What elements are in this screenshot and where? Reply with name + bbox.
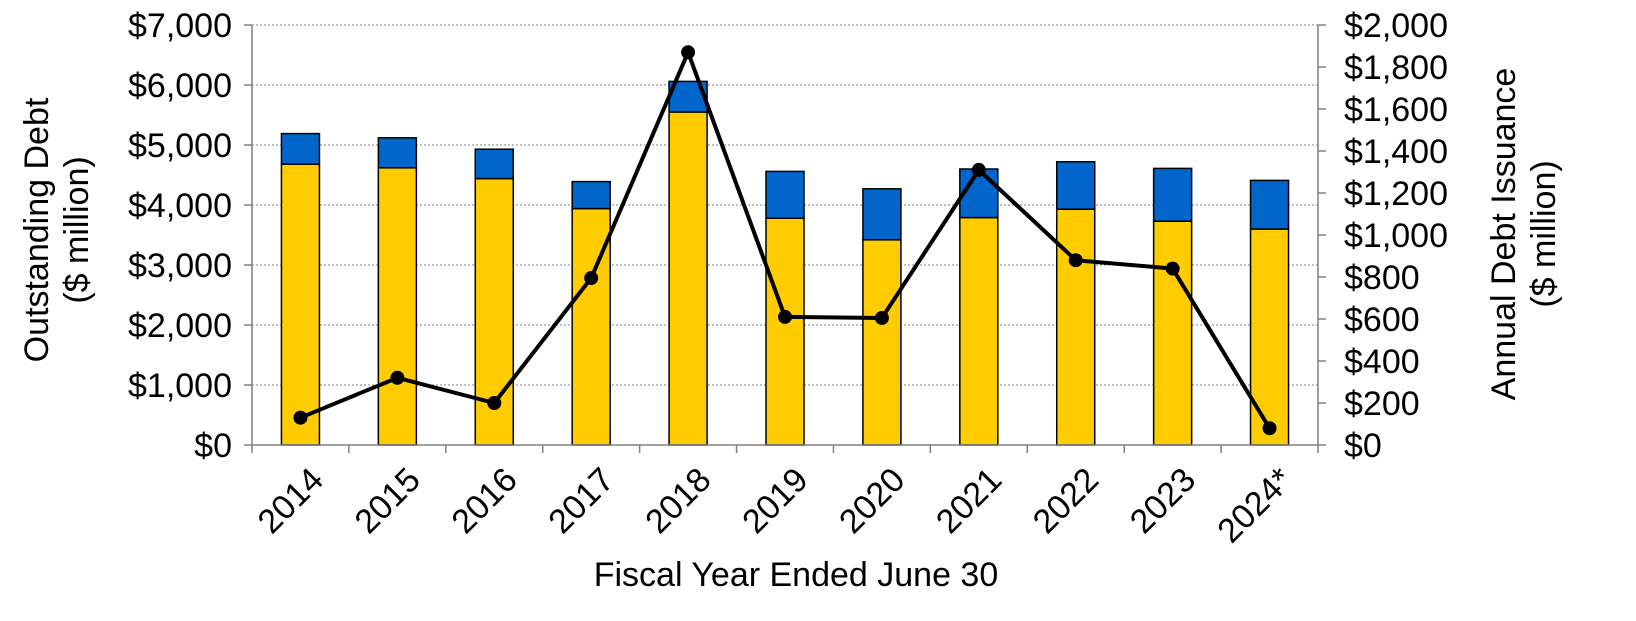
left-tick-label: $0	[194, 427, 232, 465]
axes	[244, 24, 1326, 453]
issuance-point	[293, 410, 308, 425]
bar-segment-upper	[1152, 167, 1193, 222]
issuance-point	[390, 370, 405, 385]
bar-segment-lower	[765, 217, 805, 446]
issuance-point	[584, 271, 599, 286]
issuance-line	[293, 45, 1277, 436]
x-tick-label: 2016	[444, 461, 524, 541]
left-axis-title: Outstanding Debt ($ million)	[18, 97, 96, 362]
bar-segment-lower	[1249, 228, 1290, 446]
x-tick-label: 2020	[832, 461, 912, 541]
bar-segment-upper	[474, 148, 515, 180]
left-tick-label: $4,000	[128, 187, 232, 225]
bar-segment-upper	[1055, 161, 1096, 210]
right-tick-label: $600	[1344, 301, 1420, 339]
issuance-point	[1068, 253, 1083, 268]
bar-segment-lower	[1152, 220, 1193, 446]
x-tick-label: 2021	[929, 461, 1009, 541]
right-tick-label: $200	[1344, 385, 1420, 423]
left-tick-label: $7,000	[128, 7, 232, 45]
issuance-point	[487, 396, 502, 410]
x-tick-label: 2014	[251, 461, 331, 541]
bar-segment-lower	[280, 163, 321, 446]
left-tick-label: $2,000	[128, 307, 232, 345]
x-axis-title: Fiscal Year Ended June 30	[594, 556, 999, 594]
issuance-point	[1262, 421, 1277, 436]
x-tick-label: 2024*	[1210, 461, 1300, 551]
issuance-point	[971, 162, 986, 177]
bar-segment-lower	[959, 216, 999, 446]
bar-segment-lower	[377, 167, 418, 446]
x-tick-label: 2018	[638, 461, 718, 541]
left-tick-label: $5,000	[128, 127, 232, 165]
issuance-point	[681, 45, 696, 60]
left-tick-label: $6,000	[128, 67, 232, 105]
bar-segment-upper	[862, 188, 902, 241]
x-tick-label: 2022	[1026, 461, 1106, 541]
right-tick-label: $1,400	[1344, 133, 1448, 171]
bar-segment-lower	[1055, 208, 1096, 446]
issuance-point	[874, 310, 889, 325]
bar-segment-upper	[959, 168, 999, 219]
issuance-point	[1165, 261, 1180, 276]
bar-segment-upper	[377, 137, 418, 169]
bar-segment-upper	[571, 180, 611, 210]
right-tick-label: $800	[1344, 259, 1420, 297]
x-tick-label: 2015	[347, 461, 427, 541]
right-tick-label: $1,600	[1344, 91, 1448, 129]
right-axis-title-line1: Annual Debt Issuance	[1485, 68, 1523, 401]
x-tick-label: 2019	[735, 461, 815, 541]
right-tick-label: $1,800	[1344, 49, 1448, 87]
right-tick-label: $1,200	[1344, 175, 1448, 213]
bars	[280, 80, 1290, 446]
right-axis-title: Annual Debt Issuance ($ million)	[1485, 68, 1563, 401]
x-tick-label: 2017	[541, 461, 621, 541]
left-axis-title-line2: ($ million)	[58, 156, 96, 303]
x-tick-label: 2023	[1123, 461, 1203, 541]
issuance-point	[778, 309, 792, 324]
bar-segment-upper	[280, 132, 321, 165]
bar-segment-upper	[1249, 179, 1290, 230]
left-axis-title-line1: Outstanding Debt	[18, 97, 56, 362]
right-axis-title-line2: ($ million)	[1525, 160, 1563, 307]
bar-segment-upper	[765, 170, 805, 219]
right-tick-label: $2,000	[1344, 7, 1448, 45]
right-tick-label: $400	[1344, 343, 1420, 381]
right-tick-label: $1,000	[1344, 217, 1448, 255]
bar-segment-lower	[862, 239, 902, 446]
bar-segment-lower	[668, 111, 708, 446]
left-tick-label: $1,000	[128, 367, 232, 405]
left-tick-label: $3,000	[128, 247, 232, 285]
right-tick-label: $0	[1344, 427, 1382, 465]
